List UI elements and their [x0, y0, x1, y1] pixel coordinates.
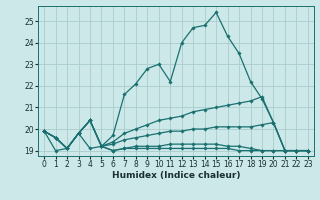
- X-axis label: Humidex (Indice chaleur): Humidex (Indice chaleur): [112, 171, 240, 180]
